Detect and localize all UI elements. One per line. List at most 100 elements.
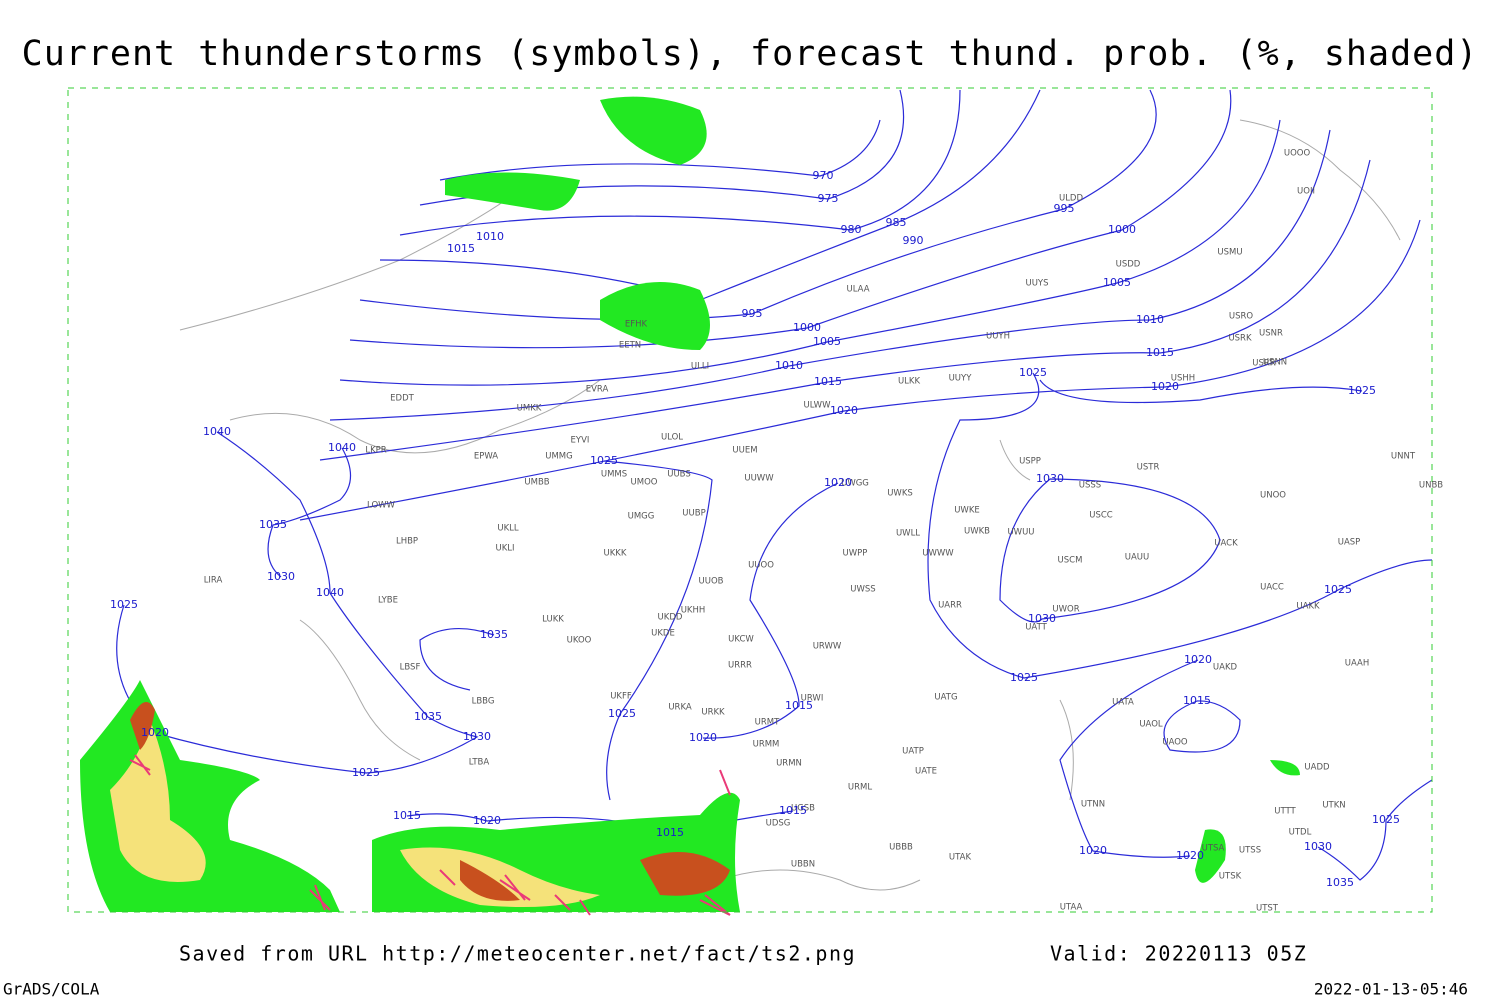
station-code: USDD: [1116, 260, 1141, 270]
isobar-label: 1015: [393, 809, 421, 822]
station-code: UATA: [1112, 698, 1134, 708]
station-code: UMKK: [517, 404, 542, 414]
isobar-label: 1035: [1326, 876, 1354, 889]
thunderstorm-probability-shading: [80, 96, 1300, 912]
station-code: LUKK: [542, 615, 564, 625]
station-code: UMBB: [524, 478, 549, 488]
isobar-label: 1015: [447, 242, 475, 255]
station-code: UUYH: [986, 332, 1010, 342]
station-code: LYBE: [378, 596, 398, 606]
station-code: UNBB: [1419, 481, 1443, 491]
station-code: UAKD: [1213, 663, 1238, 673]
station-code: URMM: [753, 740, 780, 750]
station-code: UKDD: [658, 613, 683, 623]
station-code: UOOO: [1284, 149, 1311, 159]
station-code: UATP: [902, 747, 924, 757]
station-code: USRR: [1252, 359, 1276, 369]
isobar-label: 1020: [830, 404, 858, 417]
valid-time: Valid: 20220113 05Z: [1050, 942, 1307, 966]
station-code: UMMS: [601, 470, 627, 480]
station-code: UMGG: [628, 512, 655, 522]
station-code: UUYS: [1025, 279, 1048, 289]
station-code: UACC: [1260, 583, 1284, 593]
station-code: USTR: [1137, 463, 1160, 473]
station-code: UTDL: [1289, 828, 1312, 838]
station-code: UUOB: [699, 577, 724, 587]
station-code: UAOO: [1162, 738, 1188, 748]
isobar-label: 990: [903, 234, 924, 247]
station-code: LBSF: [400, 663, 421, 673]
station-code: UWPP: [843, 549, 868, 559]
station-code: UAKK: [1296, 602, 1320, 612]
station-code: USNN: [1263, 358, 1287, 368]
station-code: UTNN: [1081, 800, 1105, 810]
station-code: EETN: [619, 341, 641, 351]
isobar-label: 1020: [141, 726, 169, 739]
isobar-label: 1025: [1019, 366, 1047, 379]
title: Current thunderstorms (symbols), forecas…: [22, 34, 1479, 74]
isobar-label: 1010: [775, 359, 803, 372]
station-code: LHBP: [396, 537, 418, 547]
isobar-label: 1025: [1348, 384, 1376, 397]
isobar-label: 1020: [473, 814, 501, 827]
station-code: UUBS: [667, 470, 691, 480]
station-code: URML: [848, 783, 872, 793]
station-code: EPWA: [474, 452, 498, 462]
station-code: EVRA: [586, 385, 609, 395]
station-code: URRR: [728, 661, 752, 671]
station-code: UWKS: [887, 489, 913, 499]
isobars: [116, 89, 1433, 881]
station-code: UUWW: [744, 474, 774, 484]
isobar-label: 995: [1054, 202, 1075, 215]
station-code: UKDE: [651, 629, 675, 639]
isobar-label: 1015: [1146, 346, 1174, 359]
station-code: UUOO: [748, 561, 774, 571]
station-code: UAOL: [1139, 720, 1163, 730]
station-code: USRO: [1229, 312, 1254, 322]
frame: [67, 87, 1433, 913]
station-code: UNOO: [1260, 491, 1286, 501]
isobar-label: 1020: [1176, 849, 1204, 862]
station-code: LKPR: [365, 446, 386, 456]
station-code: UACK: [1214, 539, 1238, 549]
station-code: UKCW: [728, 635, 754, 645]
isobar-label: 1040: [316, 586, 344, 599]
isobar-label: 1035: [480, 628, 508, 641]
station-code: USRK: [1228, 334, 1252, 344]
isobar-label: 1020: [1151, 380, 1179, 393]
isobar-label: 1010: [476, 230, 504, 243]
station-code: UUBP: [682, 509, 705, 519]
isobar-label: 1025: [1010, 671, 1038, 684]
isobar-label: 1020: [824, 476, 852, 489]
station-code: UWWW: [922, 549, 954, 559]
station-code: UKHH: [681, 606, 706, 616]
station-code: LTBA: [469, 758, 490, 768]
station-code: ULLI: [691, 362, 709, 372]
station-code: UKLI: [495, 544, 514, 554]
station-code: UARR: [938, 601, 962, 611]
isobar-label: 1015: [785, 699, 813, 712]
isobar-label: 975: [818, 192, 839, 205]
station-code: UTSK: [1219, 872, 1242, 882]
station-code: LBBG: [472, 697, 495, 707]
station-code: UOII: [1297, 187, 1315, 197]
station-code: USCM: [1058, 556, 1083, 566]
station-code: EFHK: [625, 320, 648, 330]
station-code: UTSS: [1239, 846, 1261, 856]
isobar-label: 1025: [110, 598, 138, 611]
station-code: UTST: [1256, 904, 1279, 914]
station-code: USMU: [1217, 248, 1242, 258]
station-code: UNNT: [1391, 452, 1416, 462]
isobar-label: 1020: [1079, 844, 1107, 857]
software: GrADS/COLA: [3, 980, 100, 999]
isobar-label: 1025: [1372, 813, 1400, 826]
station-code: UWSS: [850, 585, 875, 595]
station-code: UUEM: [732, 446, 757, 456]
isobar-label: 1005: [813, 335, 841, 348]
station-code: UKOO: [567, 636, 592, 646]
station-code: UADD: [1304, 763, 1330, 773]
isobar-label: 1010: [1136, 313, 1164, 326]
isobar-label: 1040: [203, 425, 231, 438]
map-background: [68, 88, 1432, 912]
station-code: UGSB: [791, 804, 815, 814]
